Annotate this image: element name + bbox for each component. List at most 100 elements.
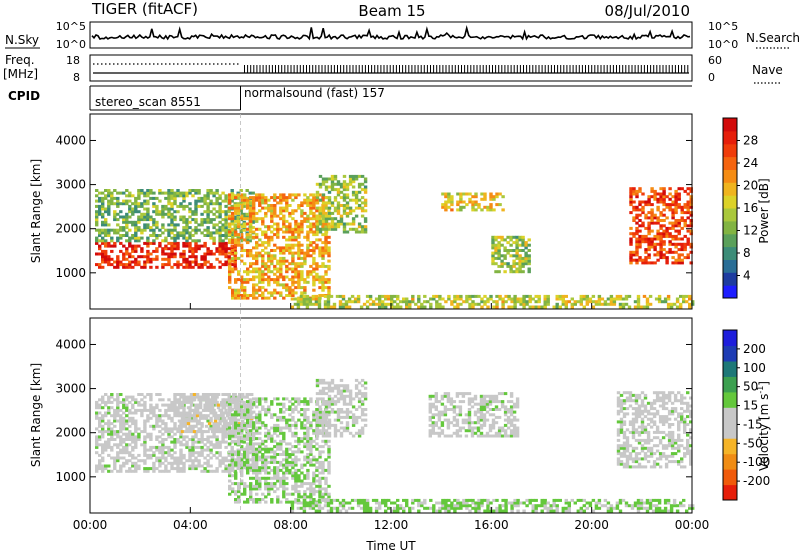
power-cell-region-5: [506, 264, 510, 268]
velocity-cell-region-2: [282, 397, 286, 401]
velocity-cell-region-2: [270, 437, 274, 441]
velocity-cell-region-2: [267, 484, 271, 488]
power-cell-region-2: [255, 270, 259, 274]
power-cell-region-1: [152, 234, 156, 237]
velocity-cell-region-2: [270, 498, 274, 501]
power-cell-region-0: [104, 255, 108, 259]
velocity-cell-region-3: [336, 429, 341, 433]
velocity-cell-region-2: [252, 415, 256, 419]
velocity-cell-region-2: [279, 500, 283, 504]
velocity-cell-region-2: [285, 460, 289, 464]
power-colorbar-tick-label: 20: [743, 179, 758, 193]
power-cell-region-2: [306, 238, 310, 242]
power-cell-region-2: [312, 251, 316, 255]
power-cell-region-3: [348, 206, 353, 210]
velocity-cell-region-2: [291, 460, 295, 464]
power-cell-region-2: [228, 264, 232, 268]
power-cell-region-3: [333, 174, 338, 178]
velocity-cell-region-0: [176, 440, 180, 444]
velocity-cell-region-2: [246, 445, 250, 449]
power-cell-region-0: [101, 241, 105, 245]
power-cell-region-6: [635, 229, 639, 233]
power-cell-region-1: [230, 191, 234, 195]
velocity-cell-region-0: [128, 438, 132, 441]
power-cell-region-2: [312, 214, 316, 218]
velocity-cell-region-2: [231, 400, 235, 404]
velocity-cell-region-2: [318, 492, 322, 496]
power-cell-region-2: [327, 249, 331, 252]
velocity-cell-region-3: [321, 418, 326, 422]
velocity-cell-region-2: [273, 484, 277, 488]
power-cell-region-7: [305, 297, 310, 301]
power-cell-region-0: [140, 255, 144, 259]
power-cell-region-3: [357, 174, 362, 178]
power-cell-region-3: [351, 222, 356, 226]
power-cell-region-2: [297, 262, 301, 266]
velocity-cell-region-2: [264, 476, 268, 480]
velocity-cell-region-2: [315, 458, 319, 462]
velocity-cell-region-1: [192, 398, 197, 402]
power-cell-region-6: [665, 250, 669, 254]
power-cell-region-2: [267, 280, 271, 284]
velocity-cell-region-2: [285, 471, 289, 475]
power-cell-region-1: [239, 202, 243, 206]
power-cell-region-2: [282, 193, 286, 197]
velocity-cell-region-0: [107, 419, 111, 423]
velocity-cell-region-4: [428, 434, 432, 438]
power-cell-region-4: [474, 200, 478, 204]
velocity-cell-region-0: [161, 427, 165, 431]
power-cell-region-0: [128, 255, 132, 259]
power-cell-region-6: [641, 237, 645, 241]
power-cell-region-3: [318, 211, 323, 215]
velocity-cell-region-0: [149, 438, 153, 441]
power-cell-region-7: [387, 294, 391, 298]
velocity-cell-region-2: [303, 410, 307, 414]
power-cell-region-2: [264, 198, 268, 202]
velocity-cell-region-0: [209, 448, 213, 452]
power-cell-region-2: [240, 217, 244, 221]
velocity-cell-region-2: [249, 421, 253, 425]
velocity-cell-region-2: [327, 460, 331, 464]
velocity-cell-region-0: [167, 453, 171, 457]
power-cell-region-1: [164, 196, 168, 200]
velocity-cell-region-2: [276, 418, 280, 422]
velocity-cell-region-0: [155, 424, 159, 428]
power-cell-region-3: [324, 214, 329, 218]
power-cell-region-1: [134, 239, 138, 243]
power-cell-region-1: [122, 191, 126, 195]
power-cell-region-6: [677, 192, 681, 196]
power-cell-region-2: [309, 211, 313, 215]
power-cell-region-6: [644, 261, 648, 265]
velocity-cell-region-0: [110, 414, 114, 418]
velocity-cell-region-0: [149, 408, 153, 412]
velocity-cell-region-2: [321, 463, 325, 467]
power-cell-region-7: [645, 300, 650, 304]
power-cell-region-6: [638, 237, 642, 241]
velocity-cell-region-0: [119, 408, 123, 412]
power-cell-region-1: [194, 210, 198, 214]
velocity-cell-region-0: [155, 459, 159, 463]
velocity-cell-region-2: [327, 439, 331, 443]
velocity-cell-region-2: [246, 471, 250, 475]
power-cell-region-2: [270, 214, 274, 218]
velocity-cell-region-2: [240, 482, 244, 486]
power-cell-region-7: [691, 302, 695, 306]
velocity-cell-region-2: [303, 463, 307, 467]
power-cell-region-4: [468, 192, 472, 196]
velocity-cell-region-2: [273, 490, 277, 494]
velocity-cell-region-0: [95, 400, 99, 404]
power-cell-region-6: [689, 197, 693, 201]
power-cell-region-6: [689, 219, 693, 222]
power-cell-region-1: [224, 215, 228, 219]
velocity-cell-region-0: [107, 445, 111, 449]
power-cell-region-1: [212, 194, 216, 198]
velocity-cell-region-2: [267, 429, 271, 433]
power-cell-region-6: [686, 211, 690, 215]
power-cell-region-1: [101, 239, 105, 243]
velocity-cell-region-1: [180, 416, 185, 420]
velocity-cell-region-0: [215, 440, 219, 444]
power-cell-region-2: [273, 254, 277, 258]
velocity-cell-region-2: [285, 482, 289, 486]
power-cell-region-2: [303, 235, 307, 239]
power-cell-region-1: [182, 199, 186, 203]
